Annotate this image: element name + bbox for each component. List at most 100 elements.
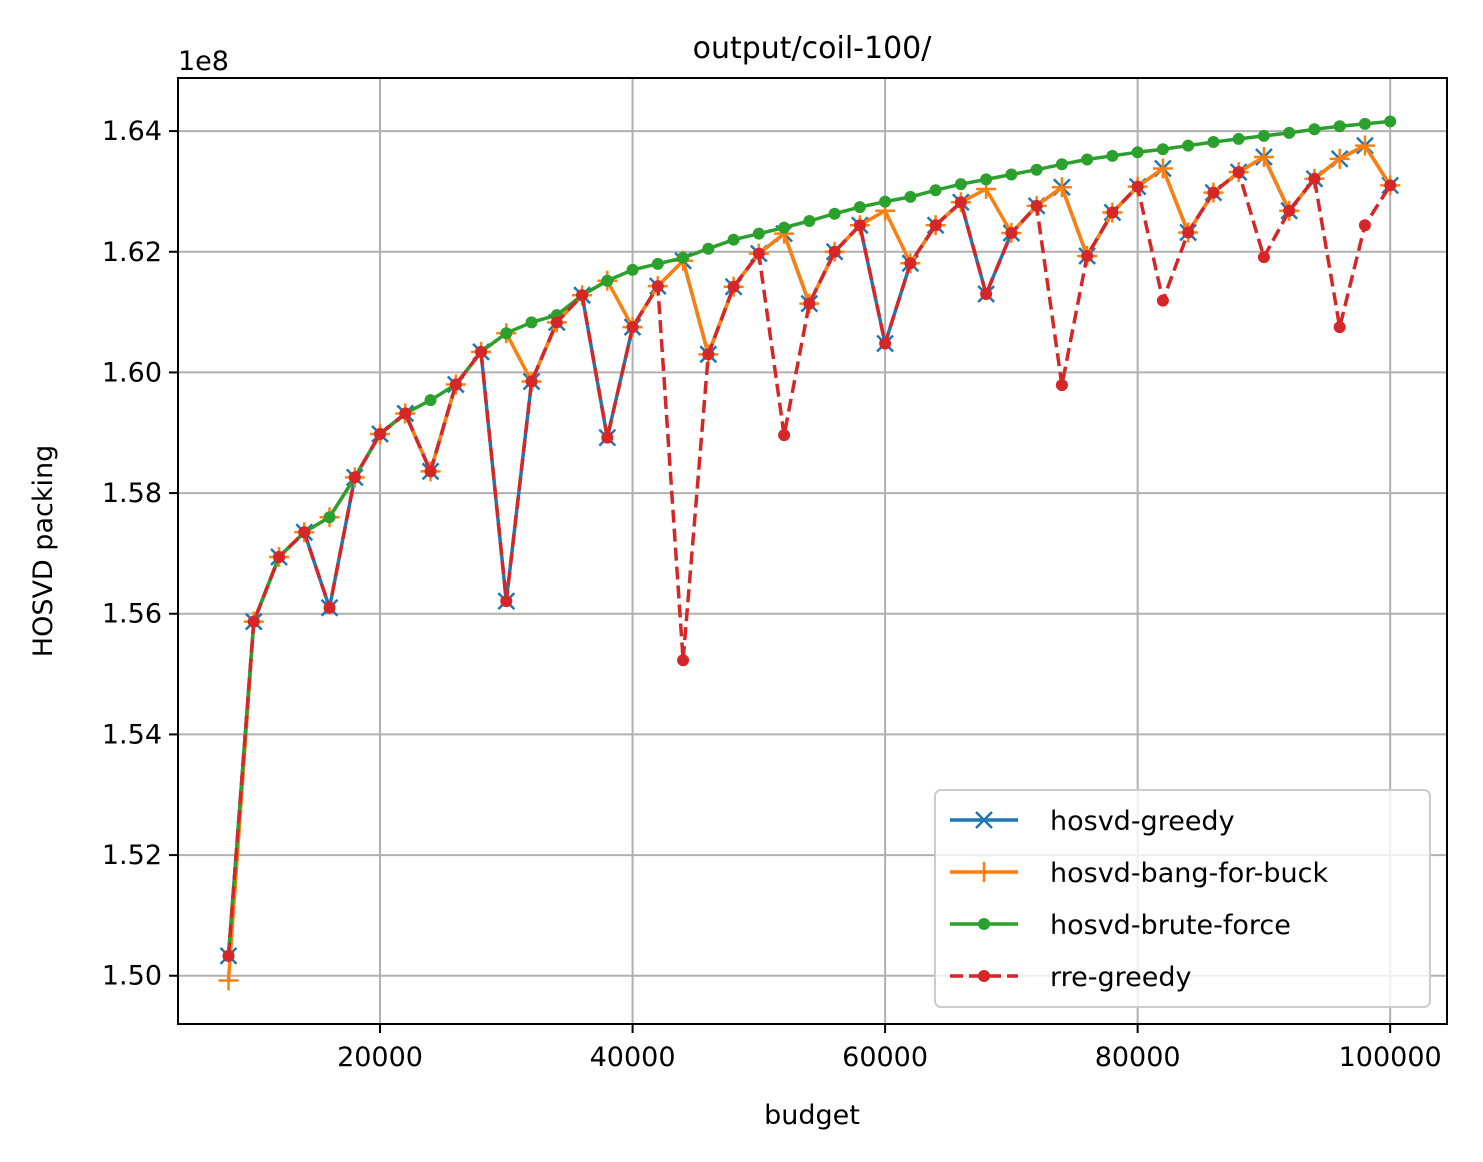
data-point-rre-greedy [853,219,866,232]
y-tick-label: 1.50 [102,961,162,992]
data-point-rre-greedy [1131,180,1144,193]
x-tick-label: 20000 [337,1042,423,1073]
data-point-rre-greedy [778,429,791,442]
data-point-rre-greedy [1055,379,1068,392]
legend-item-hosvd-greedy: hosvd-greedy [950,806,1235,837]
data-point-hosvd-bang-for-buck [1253,147,1274,168]
data-point-rre-greedy [550,316,563,329]
data-point-rre-greedy [1106,206,1119,219]
data-point-rre-greedy [1030,199,1043,212]
data-point-rre-greedy [1182,226,1195,239]
data-point-rre-greedy [727,280,740,293]
y-tick-label: 1.62 [102,237,162,268]
data-point-rre-greedy [1308,172,1321,185]
data-point-hosvd-brute-force [778,221,791,234]
series-hosvd-brute-force [222,115,1397,962]
data-point-hosvd-brute-force [828,207,841,220]
data-point-hosvd-brute-force [1131,146,1144,159]
data-point-rre-greedy [348,471,361,484]
legend-item-hosvd-bang-for-buck: hosvd-bang-for-buck [950,858,1328,889]
data-point-rre-greedy [525,375,538,388]
data-point-rre-greedy [1257,251,1270,264]
grid [178,78,1447,1024]
plot-series [218,115,1401,991]
data-point-hosvd-brute-force [525,316,538,329]
data-point-hosvd-brute-force [1156,143,1169,156]
x-tick-label: 40000 [590,1042,676,1073]
data-point-rre-greedy [1005,227,1018,240]
data-point-hosvd-brute-force [980,173,993,186]
data-point-rre-greedy [273,551,286,564]
data-point-rre-greedy [475,345,488,358]
y-axis-label: HOSVD packing [28,445,59,657]
data-point-rre-greedy [298,526,311,539]
data-point-hosvd-brute-force [651,257,664,270]
data-point-rre-greedy [828,245,841,258]
data-point-hosvd-brute-force [727,233,740,246]
data-point-hosvd-brute-force [1055,158,1068,171]
legend-marker [978,918,990,930]
data-point-rre-greedy [1156,294,1169,307]
legend-item-rre-greedy: rre-greedy [950,962,1191,993]
data-point-hosvd-brute-force [1106,149,1119,162]
data-point-rre-greedy [576,289,589,302]
data-point-rre-greedy [1207,186,1220,199]
legend-marker [975,811,993,829]
legend-frame [934,789,1431,1008]
chart-title: output/coil-100/ [693,31,933,66]
data-point-hosvd-brute-force [904,190,917,203]
data-point-hosvd-brute-force [1207,135,1220,148]
axis-ticks: 20000 40000 60000 80000 100000 1.50 1.52 1.54 1.… [102,116,1442,1073]
y-offset-label: 1e8 [178,46,229,77]
y-tick-label: 1.54 [102,719,162,750]
legend: hosvd-greedy hosvd-bang-for-buck hosvd-bru… [934,789,1431,1008]
data-point-rre-greedy [424,465,437,478]
legend-marker [978,970,990,982]
data-point-rre-greedy [929,219,942,232]
data-point-hosvd-brute-force [601,274,614,287]
data-point-hosvd-brute-force [1030,163,1043,176]
data-point-rre-greedy [803,297,816,310]
data-point-rre-greedy [500,595,513,608]
data-point-hosvd-brute-force [702,242,715,255]
legend-label: hosvd-bang-for-buck [1050,858,1328,889]
data-point-rre-greedy [752,247,765,260]
data-point-rre-greedy [904,257,917,270]
data-point-rre-greedy [247,615,260,628]
data-point-hosvd-bang-for-buck [1329,148,1350,169]
data-point-rre-greedy [222,949,235,962]
data-point-rre-greedy [323,601,336,614]
data-point-hosvd-brute-force [626,263,639,276]
data-point-rre-greedy [374,427,387,440]
x-tick-label: 80000 [1095,1042,1181,1073]
data-point-hosvd-brute-force [1005,168,1018,181]
data-point-hosvd-brute-force [500,327,513,340]
data-point-hosvd-brute-force [1081,153,1094,166]
x-tick-label: 100000 [1339,1042,1442,1073]
x-tick-label: 60000 [842,1042,928,1073]
data-point-hosvd-brute-force [323,511,336,524]
data-point-hosvd-bang-for-buck [1354,135,1375,156]
data-point-hosvd-brute-force [853,201,866,214]
data-point-hosvd-brute-force [1384,115,1397,128]
data-point-rre-greedy [626,321,639,334]
x-axis-label: budget [764,1100,860,1131]
data-point-hosvd-bang-for-buck [218,970,239,991]
data-point-rre-greedy [449,378,462,391]
data-point-rre-greedy [980,287,993,300]
legend-marker [974,862,994,882]
data-point-rre-greedy [702,348,715,361]
legend-label: rre-greedy [1050,962,1191,993]
data-point-hosvd-bang-for-buck [1051,177,1072,198]
plot-frame [177,77,1448,1025]
data-point-hosvd-brute-force [752,227,765,240]
data-point-rre-greedy [1333,321,1346,334]
data-point-hosvd-brute-force [1232,132,1245,145]
y-tick-label: 1.60 [102,357,162,388]
series-rre-greedy [222,166,1397,962]
y-tick-label: 1.56 [102,599,162,630]
data-point-rre-greedy [1384,179,1397,192]
data-point-rre-greedy [601,431,614,444]
